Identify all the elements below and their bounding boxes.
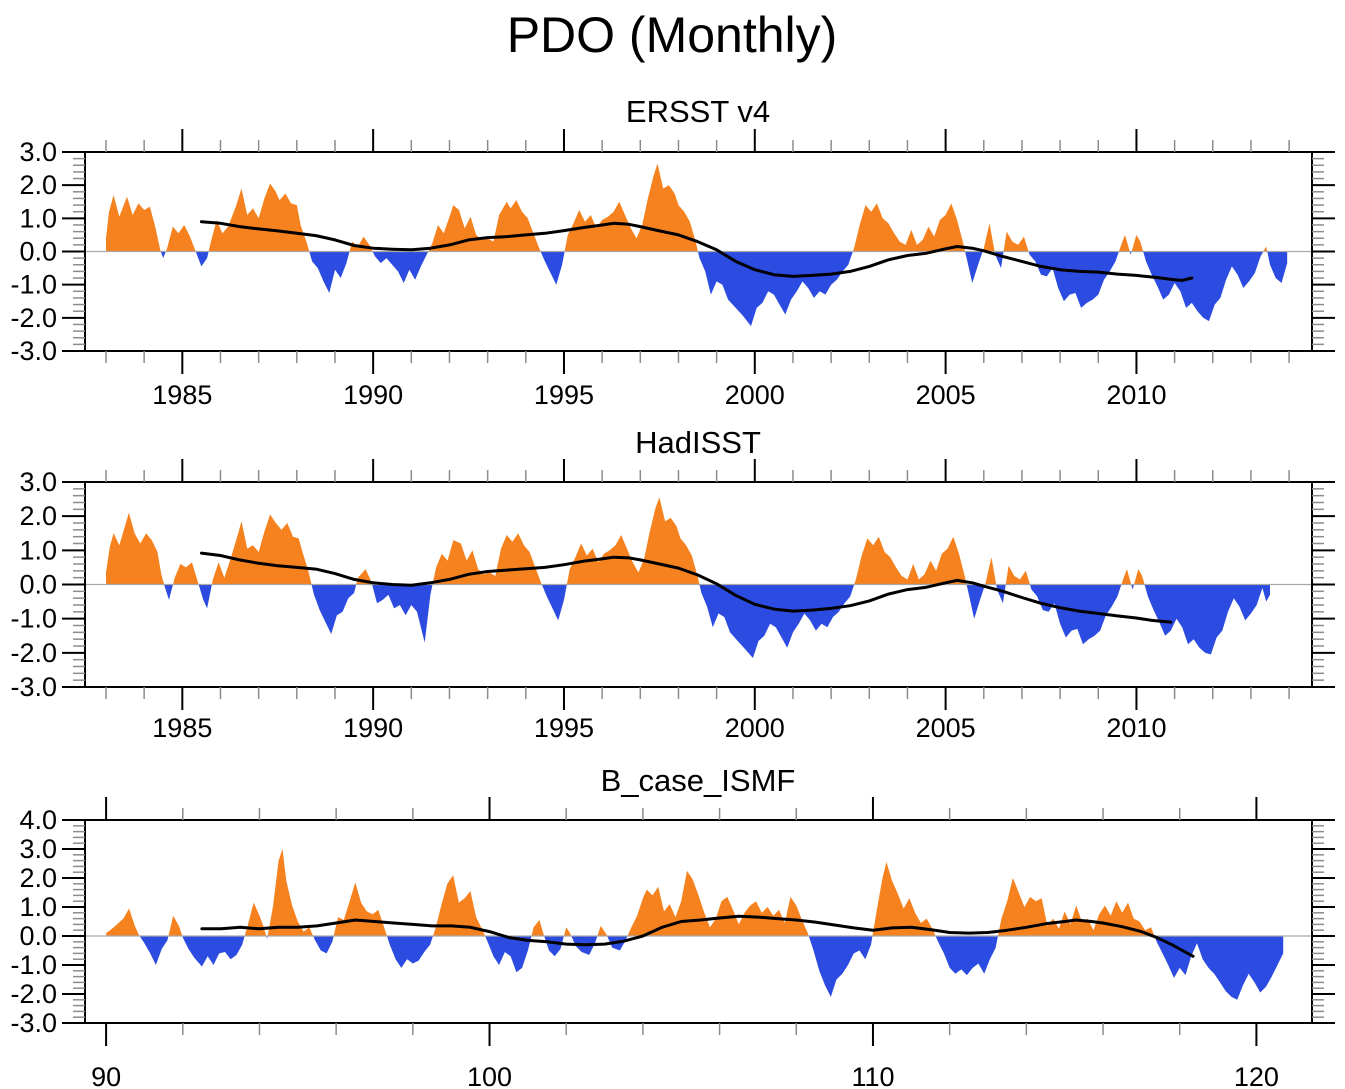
y-tick-label: -1.0 bbox=[10, 604, 57, 634]
positive-anomaly-area bbox=[106, 497, 1270, 585]
panel-hadisst: 3.0 2.0 1.0 0.0 -1.0 -2.0 -3.0 1985 1990 1995 2000… bbox=[10, 459, 1335, 743]
smoothed-line bbox=[199, 551, 1173, 624]
y-tick-label: 1.0 bbox=[19, 535, 57, 565]
y-tick-label: -3.0 bbox=[10, 336, 57, 366]
y-tick-label: 3.0 bbox=[19, 467, 57, 497]
x-tick-label: 1985 bbox=[152, 380, 212, 410]
x-tick-label: 2000 bbox=[725, 713, 785, 743]
y-tick-label: 1.0 bbox=[19, 203, 57, 233]
axis-box bbox=[84, 819, 1313, 1024]
x-tick-label: 1985 bbox=[152, 713, 212, 743]
y-tick-label: 2.0 bbox=[19, 501, 57, 531]
y-tick-label: 0.0 bbox=[19, 570, 57, 600]
y-tick-label: 2.0 bbox=[19, 863, 57, 893]
x-tick-label: 1990 bbox=[343, 713, 403, 743]
y-tick-label: -2.0 bbox=[10, 638, 57, 668]
x-tick-label: 1990 bbox=[343, 380, 403, 410]
positive-anomaly-area bbox=[106, 163, 1288, 252]
y-tick-label: 3.0 bbox=[19, 137, 57, 167]
y-tick-label: -2.0 bbox=[10, 979, 57, 1009]
x-tick-label: 1995 bbox=[534, 713, 594, 743]
y-tick-label: -1.0 bbox=[10, 950, 57, 980]
panel-ersst-v4: 3.02.01.0 0.0-1.0-2.0-3.0 1985 1990 1995 2000… bbox=[10, 129, 1335, 410]
y-tick-label: -2.0 bbox=[10, 303, 57, 333]
smoothed-line bbox=[199, 220, 1194, 282]
positive-anomaly-area bbox=[106, 849, 1284, 936]
x-tick-label: 100 bbox=[467, 1062, 512, 1089]
panel-b-case-ismf: 4.03.02.01.00.0-1.0-2.0-3.0 90 100 110 120 bbox=[10, 797, 1335, 1089]
y-tick-label: 2.0 bbox=[19, 170, 57, 200]
x-tick-label: 90 bbox=[91, 1062, 121, 1089]
x-tick-label: 2005 bbox=[916, 380, 976, 410]
x-tick-label: 110 bbox=[851, 1062, 894, 1089]
x-tick-label: 2010 bbox=[1106, 713, 1166, 743]
y-tick-label: 4.0 bbox=[19, 805, 57, 835]
negative-anomaly-area bbox=[106, 936, 1284, 1000]
negative-anomaly-area bbox=[106, 251, 1288, 327]
y-tick-label: 1.0 bbox=[19, 892, 57, 922]
y-tick-label: -3.0 bbox=[10, 672, 57, 702]
y-tick-label: 0.0 bbox=[19, 921, 57, 951]
smoothed-line bbox=[200, 914, 1195, 958]
y-tick-label: 0.0 bbox=[19, 237, 57, 267]
figure-title: PDO (Monthly) bbox=[507, 7, 838, 63]
x-tick-label: 2005 bbox=[916, 713, 976, 743]
x-tick-label: 2000 bbox=[725, 380, 785, 410]
panel-title-hadisst: HadISST bbox=[635, 425, 761, 460]
panel-title-b-case-ismf: B_case_ISMF bbox=[601, 763, 796, 798]
x-tick-label: 1995 bbox=[534, 380, 594, 410]
panel-title-ersst-v4: ERSST v4 bbox=[626, 94, 770, 129]
x-tick-label: 120 bbox=[1234, 1062, 1279, 1089]
y-tick-label: 3.0 bbox=[19, 834, 57, 864]
x-tick-label: 2010 bbox=[1106, 380, 1166, 410]
negative-anomaly-area bbox=[106, 584, 1270, 658]
y-tick-label: -3.0 bbox=[10, 1008, 57, 1038]
y-tick-label: -1.0 bbox=[10, 270, 57, 300]
